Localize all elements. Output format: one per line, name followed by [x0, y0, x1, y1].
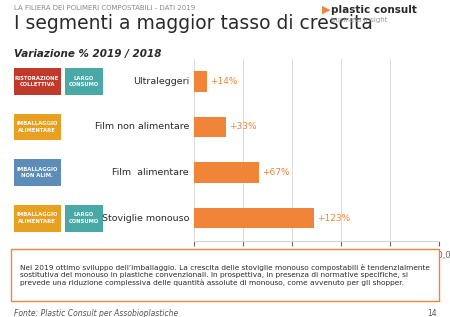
Text: +67%: +67%	[262, 168, 290, 177]
Text: LARGO: LARGO	[74, 76, 94, 81]
Text: Nel 2019 ottimo sviluppo dell’imballaggio. La crescita delle stoviglie monouso c: Nel 2019 ottimo sviluppo dell’imballaggi…	[20, 264, 430, 286]
Text: LA FILIERA DEI POLIMERI COMPOSTABILI - DATI 2019: LA FILIERA DEI POLIMERI COMPOSTABILI - D…	[14, 5, 195, 11]
Text: CONSUMO: CONSUMO	[69, 219, 99, 224]
Text: NON ALIM.: NON ALIM.	[21, 173, 53, 178]
Bar	[194, 208, 314, 228]
Text: ALIMENTARE: ALIMENTARE	[18, 219, 56, 224]
Text: Fonte: Plastic Consult per Assobioplastiche: Fonte: Plastic Consult per Assobioplasti…	[14, 309, 178, 317]
Text: plastic consult: plastic consult	[331, 5, 417, 15]
Text: CONSUMO: CONSUMO	[69, 82, 99, 87]
Text: Stoviglie monouso: Stoviglie monouso	[102, 214, 189, 223]
Text: ALIMENTARE: ALIMENTARE	[18, 128, 56, 133]
Text: ▶: ▶	[322, 5, 330, 15]
Text: LARGO: LARGO	[74, 212, 94, 217]
Text: Film non alimentare: Film non alimentare	[94, 122, 189, 132]
Text: Film  alimentare: Film alimentare	[112, 168, 189, 177]
Text: +33%: +33%	[229, 122, 256, 132]
Text: business insight: business insight	[331, 17, 387, 23]
Text: Variazione % 2019 / 2018: Variazione % 2019 / 2018	[14, 49, 161, 59]
Text: RISTORAZIONE: RISTORAZIONE	[15, 76, 59, 81]
Text: I segmenti a maggior tasso di crescita: I segmenti a maggior tasso di crescita	[14, 14, 373, 33]
Text: IMBALLAGGIO: IMBALLAGGIO	[17, 167, 58, 172]
Text: +123%: +123%	[317, 214, 351, 223]
Text: IMBALLAGGIO: IMBALLAGGIO	[17, 121, 58, 126]
Text: 14: 14	[427, 309, 436, 317]
Text: COLLETTIVA: COLLETTIVA	[19, 82, 55, 87]
Text: Ultraleggeri: Ultraleggeri	[133, 77, 189, 86]
Bar	[194, 71, 207, 92]
Bar	[194, 162, 259, 183]
Bar	[194, 117, 226, 137]
Text: +14%: +14%	[210, 77, 238, 86]
Text: IMBALLAGGIO: IMBALLAGGIO	[17, 212, 58, 217]
